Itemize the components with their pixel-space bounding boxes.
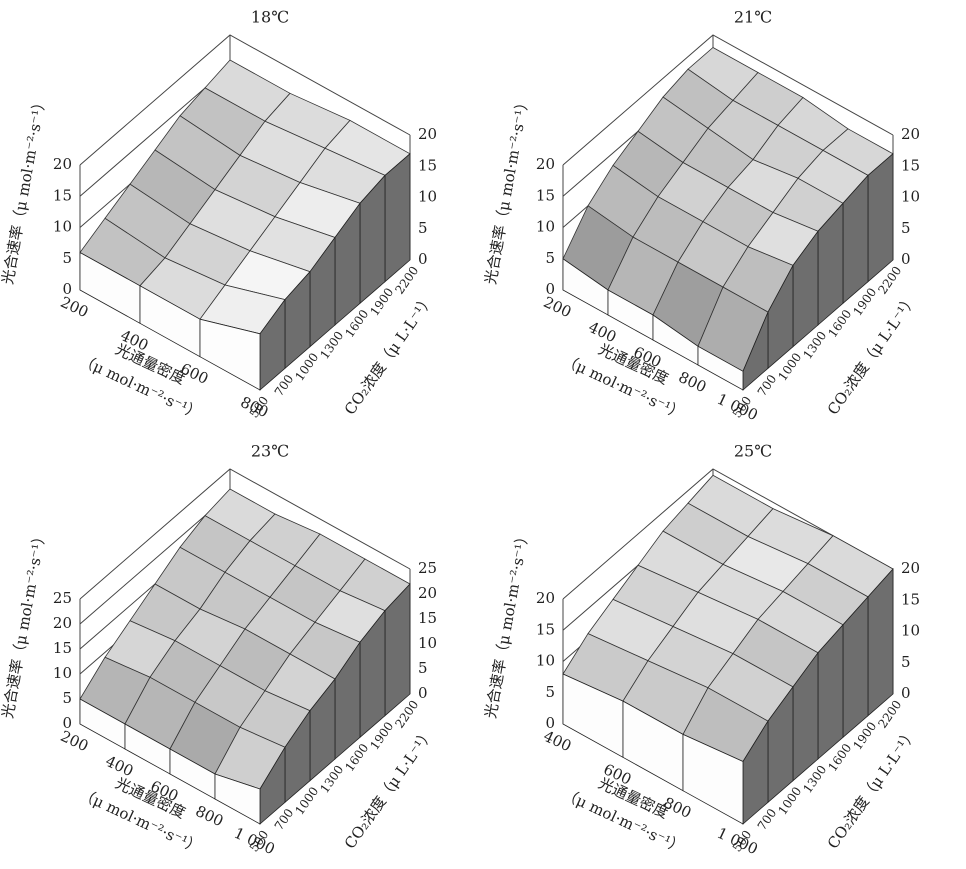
x-tick-label: 800 bbox=[193, 802, 227, 830]
z-tick-label: 10 bbox=[901, 188, 920, 206]
y-axis-label: CO₂浓度（μ L·L⁻¹） bbox=[341, 291, 438, 418]
z-tick-label: 10 bbox=[418, 634, 437, 652]
z-tick-label: 0 bbox=[62, 714, 72, 732]
chart-title: 23℃ bbox=[251, 442, 289, 461]
z-tick-label: 20 bbox=[536, 155, 555, 173]
z-tick-label: 5 bbox=[545, 683, 555, 701]
z-axis-label: 光合速率（μ mol·m⁻²·s⁻¹） bbox=[0, 94, 50, 286]
z-axis-label: 光合速率（μ mol·m⁻²·s⁻¹） bbox=[481, 528, 532, 720]
front-wall bbox=[199, 318, 261, 391]
z-tick-label: 20 bbox=[536, 589, 555, 607]
x-tick-label: 200 bbox=[58, 727, 92, 755]
z-axis-label: 光合速率（μ mol·m⁻²·s⁻¹） bbox=[0, 528, 50, 720]
front-wall bbox=[682, 733, 744, 825]
side-wall bbox=[867, 152, 894, 283]
z-tick-label: 15 bbox=[53, 639, 72, 657]
y-axis-label: CO₂浓度（μ L·L⁻¹） bbox=[824, 291, 921, 418]
z-tick-label: 15 bbox=[901, 590, 920, 608]
z-tick-label: 10 bbox=[901, 622, 920, 640]
z-tick-label: 20 bbox=[53, 155, 72, 173]
chart-title: 18℃ bbox=[251, 8, 289, 27]
z-tick-label: 10 bbox=[53, 218, 72, 236]
z-tick-label: 20 bbox=[901, 559, 920, 577]
z-tick-label: 15 bbox=[418, 609, 437, 627]
front-wall bbox=[214, 773, 261, 825]
z-tick-label: 5 bbox=[418, 659, 428, 677]
x-tick-label: 800 bbox=[676, 368, 710, 396]
z-axis-label: 光合速率（μ mol·m⁻²·s⁻¹） bbox=[481, 94, 532, 286]
z-tick-label: 25 bbox=[418, 559, 437, 577]
surface-chart: 18℃0055101015152020200400600800500700100… bbox=[0, 8, 438, 424]
z-tick-label: 5 bbox=[901, 219, 911, 237]
z-tick-label: 15 bbox=[536, 620, 555, 638]
z-tick-label: 20 bbox=[53, 614, 72, 632]
z-tick-label: 5 bbox=[418, 219, 428, 237]
z-tick-label: 15 bbox=[53, 186, 72, 204]
z-tick-label: 15 bbox=[536, 186, 555, 204]
z-tick-label: 0 bbox=[62, 280, 72, 298]
z-tick-label: 0 bbox=[418, 250, 428, 268]
z-tick-label: 5 bbox=[545, 249, 555, 267]
z-tick-label: 0 bbox=[545, 714, 555, 732]
x-tick-label: 200 bbox=[58, 293, 92, 321]
z-tick-label: 10 bbox=[53, 664, 72, 682]
x-tick-label: 400 bbox=[541, 727, 575, 755]
z-tick-label: 10 bbox=[536, 652, 555, 670]
z-tick-label: 10 bbox=[418, 188, 437, 206]
z-tick-label: 0 bbox=[418, 684, 428, 702]
front-wall bbox=[697, 345, 744, 391]
z-tick-label: 20 bbox=[418, 125, 437, 143]
x-tick-label: 200 bbox=[541, 293, 575, 321]
z-tick-label: 5 bbox=[62, 249, 72, 267]
z-tick-label: 0 bbox=[901, 684, 911, 702]
z-tick-label: 20 bbox=[418, 584, 437, 602]
chart-title: 25℃ bbox=[734, 442, 772, 461]
side-wall bbox=[384, 152, 411, 283]
z-tick-label: 0 bbox=[901, 250, 911, 268]
z-tick-label: 15 bbox=[901, 156, 920, 174]
z-tick-label: 20 bbox=[901, 125, 920, 143]
chart-title: 21℃ bbox=[734, 8, 772, 27]
y-axis-label: CO₂浓度（μ L·L⁻¹） bbox=[824, 725, 921, 852]
z-tick-label: 10 bbox=[536, 218, 555, 236]
z-tick-label: 5 bbox=[62, 689, 72, 707]
z-tick-label: 25 bbox=[53, 589, 72, 607]
z-tick-label: 5 bbox=[901, 653, 911, 671]
z-tick-label: 0 bbox=[545, 280, 555, 298]
y-axis-label: CO₂浓度（μ L·L⁻¹） bbox=[341, 725, 438, 852]
z-tick-label: 15 bbox=[418, 156, 437, 174]
